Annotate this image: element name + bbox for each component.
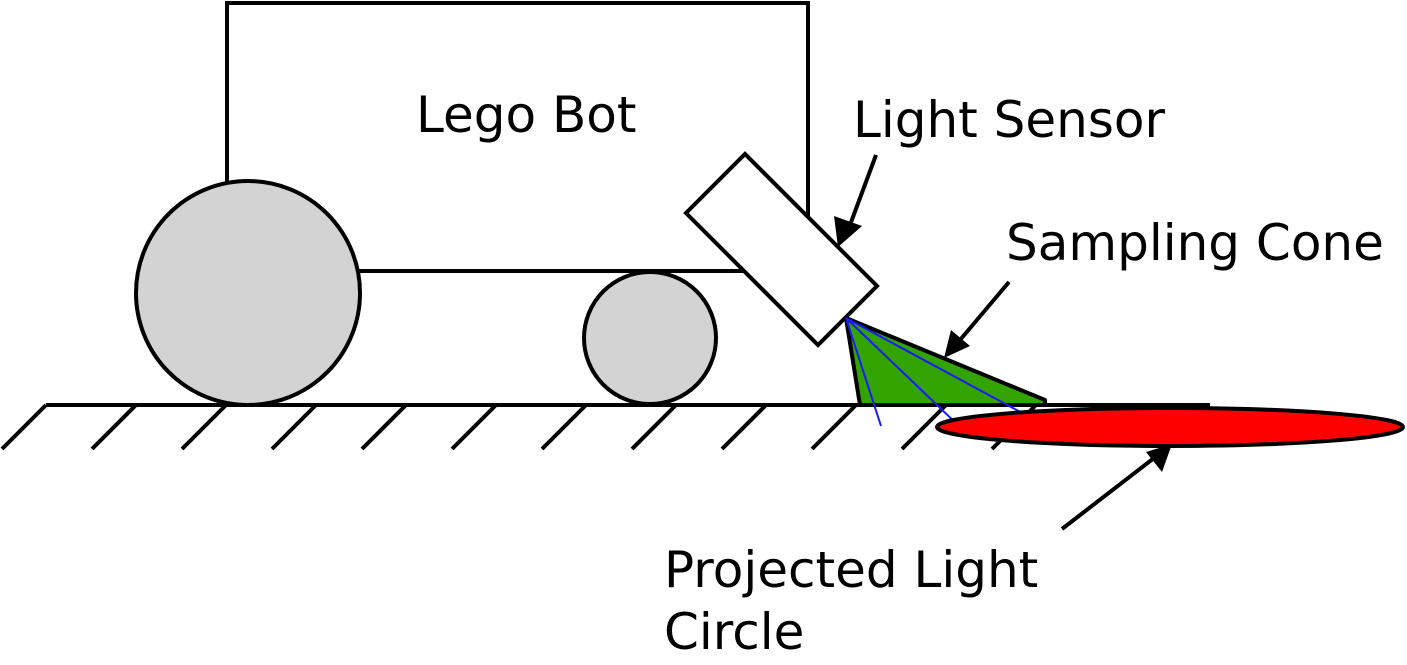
projected-circle-arrow <box>1060 444 1172 531</box>
lego-bot-label: Lego Bot <box>416 86 636 144</box>
projected-light-label-line1: Projected Light <box>664 541 1038 599</box>
rear-wheel <box>134 179 362 407</box>
light-sensor-label: Light Sensor <box>853 91 1166 149</box>
cone-rays <box>845 317 1051 429</box>
sampling-cone-arrow <box>944 280 1011 358</box>
light-sensor-arrow <box>834 154 878 247</box>
projected-light-circle <box>935 406 1405 448</box>
ground-hatching <box>0 403 1038 451</box>
front-wheel <box>582 270 718 406</box>
sampling-cone <box>844 316 1047 407</box>
projected-light-label-line2: Circle <box>664 603 804 661</box>
sampling-cone-label: Sampling Cone <box>1006 214 1384 272</box>
light-sensor-block <box>683 151 880 348</box>
